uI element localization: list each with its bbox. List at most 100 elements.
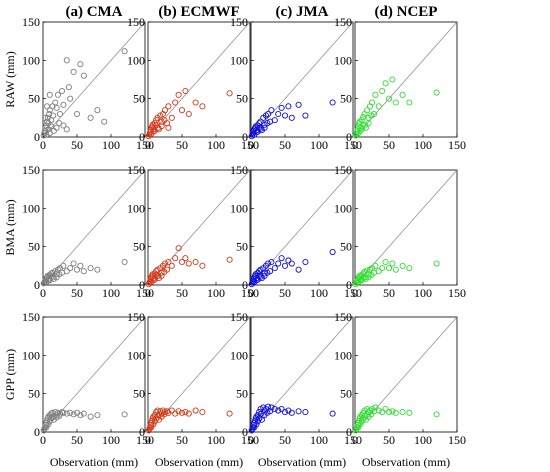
panel-1-2-point-9 bbox=[256, 268, 263, 275]
panel-0-1-point-21 bbox=[178, 107, 186, 114]
panel-2-2-point-8 bbox=[254, 412, 261, 419]
panel-1-2-point-17 bbox=[268, 258, 275, 266]
panel-2-3-xtick-label-2: 100 bbox=[414, 433, 432, 447]
panel-0-0-point-38 bbox=[63, 126, 70, 133]
panel-2-0-ytick-label-0: 0 bbox=[34, 425, 40, 439]
panel-0-0-point-25 bbox=[80, 72, 87, 79]
panel-2-0-ytick-label-2: 100 bbox=[22, 348, 40, 362]
panel-2-2-point-24 bbox=[295, 408, 302, 415]
panel-0-2-ytick-label-0: 0 bbox=[242, 130, 248, 144]
panel-1-0-xtick-label-0: 0 bbox=[40, 286, 46, 300]
panel-2-3-point-17 bbox=[372, 404, 379, 411]
panel-0-2-point-15 bbox=[264, 110, 272, 118]
panel-1-3-ytick-label-0: 0 bbox=[346, 278, 352, 292]
panel-0-1-xtick-label-3: 150 bbox=[241, 138, 259, 152]
panel-1-1-point-24 bbox=[192, 258, 199, 266]
panel-1-3-ytick-label-1: 50 bbox=[340, 240, 352, 254]
panel-1-1-point-26 bbox=[226, 256, 233, 263]
panel-0-3-ytick-label-3: 150 bbox=[334, 15, 352, 29]
panel-1-1-point-19 bbox=[172, 255, 179, 262]
panel-2-3-ytick-label-1: 50 bbox=[340, 387, 352, 401]
panel-1-3-xtick-label-1: 50 bbox=[383, 286, 395, 300]
panel-1-0-point-25 bbox=[94, 266, 101, 273]
panel-2-2-ytick-label-1: 50 bbox=[236, 387, 248, 401]
panel-0-3-ytick-label-2: 100 bbox=[334, 53, 352, 67]
x-axis-label-1: Observation (mm) bbox=[155, 455, 243, 469]
panel-1-3-identity-line bbox=[354, 169, 458, 286]
panel-1-3-point-22 bbox=[389, 260, 396, 267]
panel-0-1-ytick-label-3: 150 bbox=[127, 15, 145, 29]
panel-0-0-ytick-label-2: 100 bbox=[22, 53, 40, 67]
panel-0-1-point-34 bbox=[165, 124, 172, 131]
panel-0-0-point-28 bbox=[101, 118, 108, 125]
panel-2-3-point-20 bbox=[382, 405, 389, 413]
panel-0-2-point-25 bbox=[302, 112, 309, 119]
column-title-3: (d) NCEP bbox=[375, 4, 438, 20]
panel-2-1-point-20 bbox=[175, 408, 182, 415]
panel-1-1-point-20 bbox=[175, 245, 182, 252]
panel-2-2-xtick-label-1: 50 bbox=[279, 433, 291, 447]
panel-2-3-xtick-label-0: 0 bbox=[352, 433, 358, 447]
panel-2-0-point-29 bbox=[46, 418, 53, 425]
panel-1-2-xtick-label-0: 0 bbox=[248, 286, 254, 300]
panel-2-1-point-33 bbox=[161, 411, 168, 418]
panel-2-1-point-24 bbox=[192, 407, 199, 414]
panel-0-3-point-18 bbox=[375, 103, 382, 110]
panel-0-2-xtick-label-0: 0 bbox=[248, 138, 254, 152]
panel-1-2-point-21 bbox=[281, 262, 289, 269]
panel-1-0-point-22 bbox=[77, 262, 84, 269]
panel-2-0-points bbox=[40, 409, 128, 434]
panel-0-2-point-33 bbox=[264, 120, 271, 127]
column-title-0: (a) CMA bbox=[65, 4, 122, 20]
panel-0-3-xtick-label-0: 0 bbox=[352, 138, 358, 152]
panel-2-2-point-17 bbox=[268, 404, 275, 411]
panel-0-3-point-28 bbox=[357, 127, 364, 134]
panel-1-0-xtick-label-1: 50 bbox=[71, 286, 83, 300]
panel-2-2-point-33 bbox=[264, 409, 271, 416]
panel-0-3-point-33 bbox=[368, 112, 375, 119]
panel-1-1-point-15 bbox=[161, 260, 169, 267]
panel-0-0-frame bbox=[42, 21, 146, 138]
panel-1-2-xtick-label-2: 100 bbox=[310, 286, 328, 300]
panel-2-2-ytick-label-0: 0 bbox=[242, 425, 248, 439]
panel-1-2-ytick-label-2: 100 bbox=[230, 201, 248, 215]
panel-0-1-xtick-label-2: 100 bbox=[207, 138, 225, 152]
panel-2-2-point-29 bbox=[254, 418, 261, 425]
panel-1-2-point-20 bbox=[278, 255, 285, 262]
panel-1-0-point-20 bbox=[70, 260, 77, 267]
panel-1-3-ytick-label-2: 100 bbox=[334, 201, 352, 215]
panel-1-2-point-22 bbox=[285, 257, 292, 264]
panel-0-1-point-24 bbox=[192, 99, 199, 106]
panel-1-2-point-19 bbox=[275, 260, 282, 267]
y-axis-label-1: BMA (mm) bbox=[3, 199, 17, 255]
panel-0-3-point-17 bbox=[372, 91, 379, 98]
panel-0-3-ytick-label-1: 50 bbox=[340, 92, 352, 106]
panel-1-0-ytick-label-1: 50 bbox=[28, 240, 40, 254]
panel-0-0-point-21 bbox=[67, 95, 74, 102]
panel-0-1-ytick-label-2: 100 bbox=[127, 53, 145, 67]
panel-0-3-point-24 bbox=[399, 91, 406, 98]
panel-1-0-points bbox=[40, 258, 128, 287]
panel-1-1-xtick-label-0: 0 bbox=[145, 286, 151, 300]
panel-0-2-point-23 bbox=[288, 114, 295, 121]
panel-1-0-ytick-label-2: 100 bbox=[22, 201, 40, 215]
panel-1-1-point-22 bbox=[182, 255, 189, 262]
panel-0-0-point-24 bbox=[77, 61, 84, 68]
panel-0-2-point-29 bbox=[254, 128, 261, 135]
panel-2-1-ytick-label-3: 150 bbox=[127, 310, 145, 324]
panel-1-2-ytick-label-1: 50 bbox=[236, 240, 248, 254]
panel-0-1-ytick-label-1: 50 bbox=[133, 92, 145, 106]
panel-0-1-point-32 bbox=[158, 123, 165, 130]
panel-1-0-point-23 bbox=[80, 268, 87, 275]
panel-1-2-ytick-label-0: 0 bbox=[242, 278, 248, 292]
panel-0-3-frame bbox=[354, 21, 458, 138]
panel-2-1-point-18 bbox=[168, 407, 175, 414]
panel-1-1-points bbox=[145, 245, 233, 288]
panel-0-1-ytick-label-0: 0 bbox=[139, 130, 145, 144]
panel-1-1-point-33 bbox=[161, 268, 168, 276]
panel-1-2-identity-line bbox=[250, 169, 354, 286]
panel-1-1-ytick-label-1: 50 bbox=[133, 240, 145, 254]
panel-2-2-point-27 bbox=[251, 424, 258, 431]
panel-1-1-xtick-label-1: 50 bbox=[176, 286, 188, 300]
